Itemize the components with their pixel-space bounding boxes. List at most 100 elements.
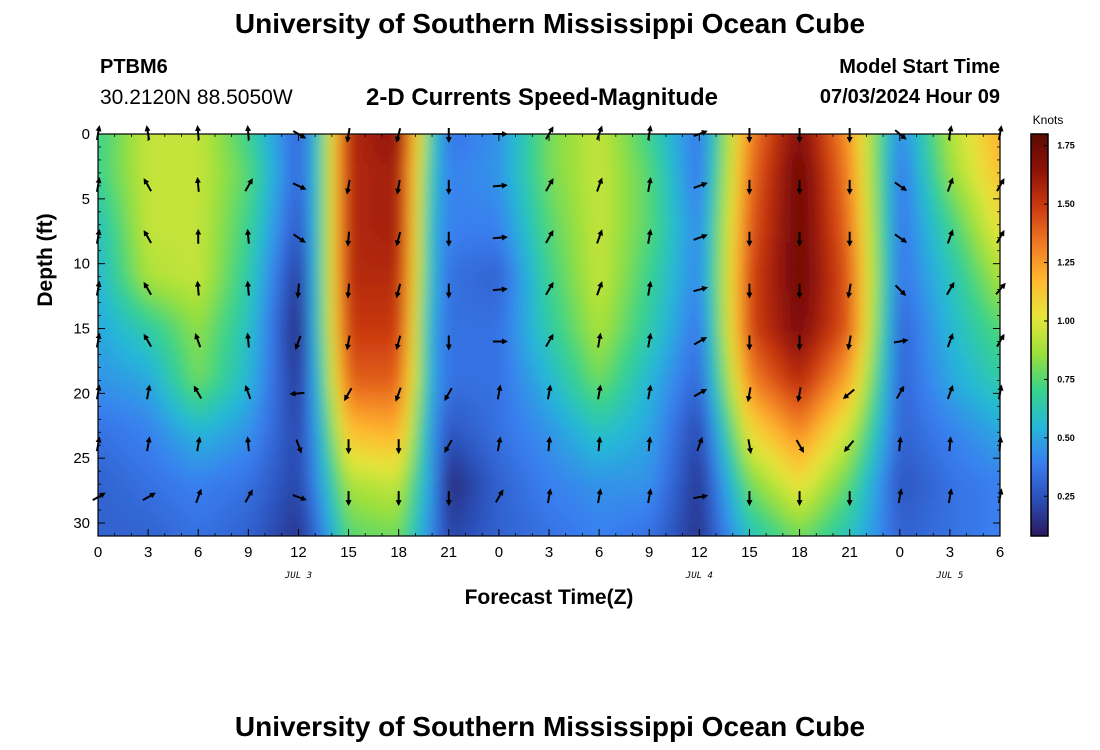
- heat-cell: [824, 218, 831, 225]
- heat-cell: [188, 266, 195, 273]
- heat-cell: [446, 218, 453, 225]
- heat-cell: [596, 296, 603, 303]
- heat-cell: [482, 182, 489, 189]
- heat-cell: [362, 230, 369, 237]
- heat-cell: [224, 290, 231, 297]
- heat-cell: [620, 146, 627, 153]
- heat-cell: [980, 284, 987, 291]
- heat-cell: [926, 164, 933, 171]
- heat-cell: [458, 122, 465, 129]
- heat-cell: [896, 164, 903, 171]
- heat-cell: [428, 194, 435, 201]
- heat-cell: [506, 290, 513, 297]
- heat-cell: [548, 152, 555, 159]
- heat-cell: [788, 200, 795, 207]
- heat-cell: [938, 140, 945, 147]
- heat-cell: [338, 272, 345, 279]
- heat-cell: [656, 188, 663, 195]
- heat-cell: [134, 206, 141, 213]
- heat-cell: [554, 230, 561, 237]
- heat-cell: [404, 224, 411, 231]
- heat-cell: [920, 272, 927, 279]
- heat-cell: [728, 170, 735, 177]
- heat-cell: [482, 248, 489, 255]
- heat-cell: [284, 290, 291, 297]
- heat-cell: [224, 212, 231, 219]
- heat-cell: [236, 272, 243, 279]
- heat-cell: [476, 182, 483, 189]
- heat-cell: [956, 302, 963, 309]
- heat-cell: [470, 248, 477, 255]
- heat-cell: [716, 272, 723, 279]
- heat-cell: [122, 260, 129, 267]
- heat-cell: [854, 272, 861, 279]
- heat-cell: [242, 254, 249, 261]
- heat-cell: [716, 278, 723, 285]
- heat-cell: [146, 278, 153, 285]
- heat-cell: [902, 272, 909, 279]
- heat-cell: [662, 278, 669, 285]
- heat-cell: [392, 206, 399, 213]
- heat-cell: [392, 236, 399, 243]
- heat-cell: [266, 254, 273, 261]
- heat-cell: [230, 170, 237, 177]
- heat-cell: [1004, 308, 1011, 315]
- heat-cell: [842, 302, 849, 309]
- heat-cell: [680, 296, 687, 303]
- heat-cell: [872, 194, 879, 201]
- heat-cell: [764, 266, 771, 273]
- heat-cell: [104, 254, 111, 261]
- heat-cell: [386, 248, 393, 255]
- heat-cell: [614, 176, 621, 183]
- heat-cell: [776, 272, 783, 279]
- heat-cell: [722, 278, 729, 285]
- heat-cell: [356, 224, 363, 231]
- heat-cell: [86, 242, 93, 249]
- heat-cell: [590, 236, 597, 243]
- heat-cell: [266, 146, 273, 153]
- heat-cell: [908, 242, 915, 249]
- heat-cell: [902, 296, 909, 303]
- heat-cell: [296, 212, 303, 219]
- heat-cell: [710, 218, 717, 225]
- heat-cell: [314, 266, 321, 273]
- heat-cell: [854, 182, 861, 189]
- heat-cell: [314, 242, 321, 249]
- heat-cell: [680, 122, 687, 129]
- heat-cell: [866, 296, 873, 303]
- heat-cell: [674, 302, 681, 309]
- heat-cell: [674, 260, 681, 267]
- heat-cell: [278, 224, 285, 231]
- heat-cell: [674, 164, 681, 171]
- heat-cell: [794, 206, 801, 213]
- heat-cell: [908, 308, 915, 315]
- heat-cell: [284, 224, 291, 231]
- heat-cell: [398, 272, 405, 279]
- heat-cell: [602, 278, 609, 285]
- heat-cell: [650, 260, 657, 267]
- heat-cell: [524, 254, 531, 261]
- heat-cell: [830, 212, 837, 219]
- heat-cell: [326, 200, 333, 207]
- heat-cell: [314, 140, 321, 147]
- heat-cell: [962, 182, 969, 189]
- heat-cell: [248, 278, 255, 285]
- heat-cell: [842, 284, 849, 291]
- heat-cell: [158, 242, 165, 249]
- heat-cell: [392, 230, 399, 237]
- heat-cell: [698, 206, 705, 213]
- heat-cell: [656, 200, 663, 207]
- heat-cell: [644, 260, 651, 267]
- heat-cell: [518, 272, 525, 279]
- heat-cell: [842, 206, 849, 213]
- heat-cell: [566, 176, 573, 183]
- heat-cell: [254, 200, 261, 207]
- heat-cell: [212, 248, 219, 255]
- heat-cell: [806, 182, 813, 189]
- heat-cell: [692, 134, 699, 141]
- heat-cell: [554, 260, 561, 267]
- heat-cell: [518, 302, 525, 309]
- heat-cell: [392, 140, 399, 147]
- heat-cell: [650, 134, 657, 141]
- heat-cell: [308, 230, 315, 237]
